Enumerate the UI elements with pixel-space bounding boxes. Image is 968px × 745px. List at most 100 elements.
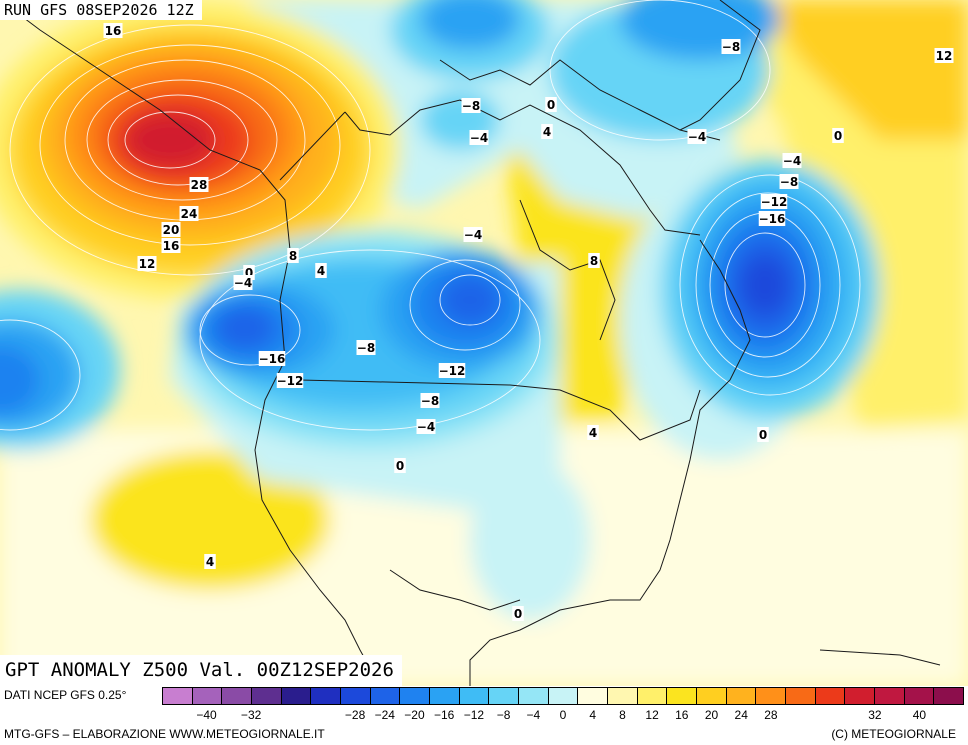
contour-label: −8 bbox=[722, 40, 740, 54]
colorbar-swatch bbox=[252, 688, 282, 704]
contour-label-bg bbox=[276, 373, 304, 388]
colorbar-tick-label: −24 bbox=[374, 708, 395, 722]
run-label: RUN GFS 08SEP2026 12Z bbox=[0, 0, 202, 20]
contour-label-bg bbox=[161, 238, 181, 253]
contour-label: 0 bbox=[245, 266, 253, 280]
colorbar-tick-label: 16 bbox=[675, 708, 689, 722]
colorbar-tick-label: 12 bbox=[645, 708, 659, 722]
colorbar-tick-label: 24 bbox=[734, 708, 748, 722]
colorbar-tick-label: 0 bbox=[559, 708, 567, 722]
contour-label: 0 bbox=[396, 459, 404, 473]
contour-label: 0 bbox=[514, 607, 522, 621]
contour-label-bg bbox=[463, 227, 483, 242]
colorbar-tick-label: 40 bbox=[912, 708, 927, 722]
contour-label-bg bbox=[137, 256, 157, 271]
contour-label-bg bbox=[512, 606, 524, 621]
contour-label: −4 bbox=[417, 420, 435, 434]
colorbar-swatch bbox=[845, 688, 876, 704]
colorbar-swatch bbox=[400, 688, 431, 704]
colorbar-ticks: −40 −32 −28 −24 −20 −16 −12 −8 −4 0 4 8 12 16 20 24 28 32… bbox=[162, 708, 964, 722]
contour-label: −8 bbox=[357, 341, 375, 355]
data-source-label: DATI NCEP GFS 0.25° bbox=[4, 688, 127, 702]
colorbar-tick-label: −32 bbox=[240, 708, 262, 722]
contour-label-bg bbox=[687, 129, 707, 144]
colorbar bbox=[162, 687, 964, 705]
contour-label-bg bbox=[204, 554, 216, 569]
contour-label: 8 bbox=[289, 249, 297, 263]
colorbar-swatch bbox=[815, 688, 846, 704]
colorbar-tick-label: −8 bbox=[496, 708, 511, 722]
colorbar-swatch bbox=[341, 688, 371, 704]
colorbar-tick-label: −20 bbox=[404, 708, 425, 722]
colorbar-swatch bbox=[726, 688, 757, 704]
credit-left: MTG-GFS – ELABORAZIONE WWW.METEOGIORNALE… bbox=[4, 727, 325, 741]
contour-label: 24 bbox=[181, 207, 198, 221]
colorbar-swatch bbox=[667, 688, 698, 704]
contour-label-bg bbox=[233, 275, 253, 290]
colorbar-swatch bbox=[608, 688, 638, 704]
contour-label-bg bbox=[420, 393, 440, 408]
colorbar-swatch bbox=[578, 688, 609, 704]
colorbar-swatch bbox=[281, 688, 312, 704]
colorbar-tick-label: 28 bbox=[764, 708, 778, 722]
contour-label: −4 bbox=[783, 154, 801, 168]
colorbar-swatch bbox=[311, 688, 342, 704]
colorbar-tick-label: −12 bbox=[463, 708, 485, 722]
coastlines bbox=[0, 0, 941, 686]
contour-label-bg bbox=[782, 153, 802, 168]
contour-label-bg bbox=[243, 265, 255, 280]
contour-label-bg bbox=[189, 177, 209, 192]
contour-label-bg bbox=[545, 97, 557, 112]
colorbar-swatch bbox=[519, 688, 549, 704]
colorbar-tick-label: −40 bbox=[196, 708, 217, 722]
contour-label-bg bbox=[757, 427, 769, 442]
contour-label-bg bbox=[103, 23, 123, 38]
colorbar-tick-label: 4 bbox=[589, 708, 597, 722]
contour-label-bg bbox=[258, 351, 286, 366]
colorbar-swatch bbox=[786, 688, 816, 704]
map-title: GPT ANOMALY Z500 Val. 00Z12SEP2026 bbox=[0, 655, 402, 686]
contour-label: 4 bbox=[589, 426, 597, 440]
contour-label-bg bbox=[356, 340, 376, 355]
contour-label-bg bbox=[758, 211, 786, 226]
contour-label-bg bbox=[161, 222, 181, 237]
colorbar-swatch bbox=[904, 688, 935, 704]
colorbar-swatch bbox=[756, 688, 787, 704]
contour-label: −12 bbox=[439, 364, 466, 378]
contour-label-bg bbox=[315, 263, 327, 278]
contour-label: 12 bbox=[139, 257, 156, 271]
colorbar-swatch bbox=[430, 688, 460, 704]
colorbar-tick-label: 32 bbox=[868, 708, 882, 722]
colorbar-tick-label: −4 bbox=[526, 708, 541, 722]
contour-label-bg bbox=[760, 194, 788, 209]
contour-label-bg bbox=[587, 425, 599, 440]
colorbar-swatch bbox=[489, 688, 520, 704]
contour-label-bg bbox=[721, 39, 741, 54]
contour-label: −8 bbox=[421, 394, 439, 408]
contour-label: −8 bbox=[462, 99, 480, 113]
colorbar-tick-label: 8 bbox=[619, 708, 626, 722]
colorbar-swatch bbox=[163, 688, 193, 704]
contour-label: −12 bbox=[761, 195, 788, 209]
contour-label-bg bbox=[469, 130, 489, 145]
anomaly-map: 1628242016120−484−16−12−8−12−8−4−404048−… bbox=[0, 0, 968, 686]
contour-label: −12 bbox=[277, 374, 304, 388]
contour-label: 4 bbox=[543, 125, 551, 139]
contour-label: 16 bbox=[105, 24, 122, 38]
contour-label-bg bbox=[541, 124, 553, 139]
colorbar-swatch bbox=[697, 688, 727, 704]
contour-label-bg bbox=[461, 98, 481, 113]
contour-label: −4 bbox=[470, 131, 488, 145]
contour-label: 12 bbox=[936, 49, 953, 63]
contour-label-bg bbox=[934, 48, 954, 63]
contour-label-bg bbox=[287, 248, 299, 263]
credit-right: (C) METEOGIORNALE bbox=[831, 727, 956, 741]
colorbar-tick-label: −28 bbox=[344, 708, 366, 722]
contour-label: −4 bbox=[234, 276, 252, 290]
colorbar-swatch bbox=[875, 688, 905, 704]
contour-labels: 1628242016120−484−16−12−8−12−8−4−404048−… bbox=[103, 23, 954, 621]
contour-label: 0 bbox=[834, 129, 842, 143]
contour-label-bg bbox=[779, 174, 799, 189]
contour-label: 0 bbox=[759, 428, 767, 442]
contour-label: −8 bbox=[780, 175, 798, 189]
